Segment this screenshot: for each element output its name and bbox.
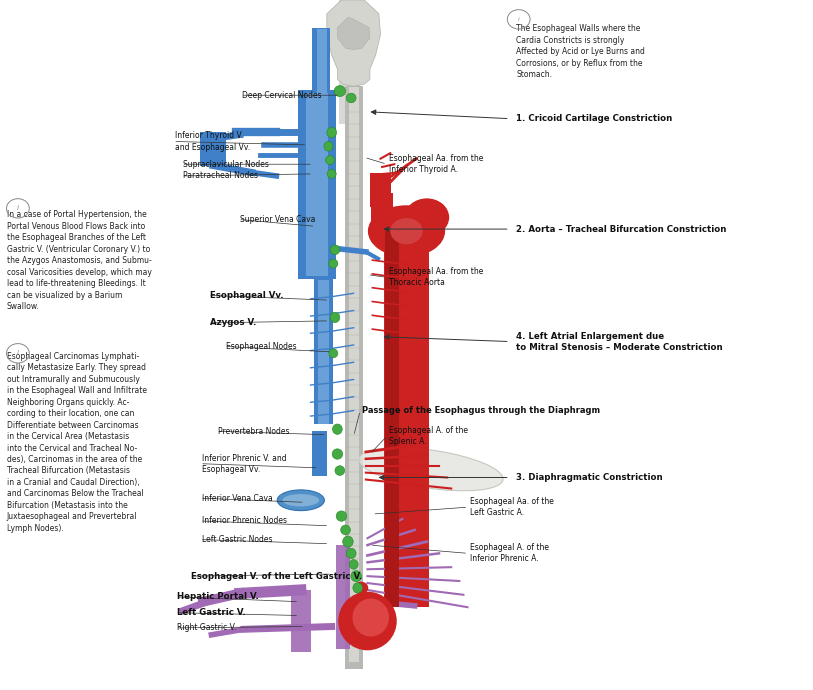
Ellipse shape [333, 424, 342, 435]
Ellipse shape [330, 312, 340, 323]
Ellipse shape [326, 156, 335, 165]
Text: 1. Cricoid Cartilage Constriction: 1. Cricoid Cartilage Constriction [516, 114, 672, 124]
Ellipse shape [327, 170, 336, 179]
Text: Esophageal Carcinomas Lymphati-
cally Metastasize Early. They spread
out Intramu: Esophageal Carcinomas Lymphati- cally Me… [7, 352, 146, 533]
Ellipse shape [327, 128, 337, 137]
Bar [345, 86, 363, 669]
Text: i: i [518, 17, 520, 22]
Ellipse shape [346, 548, 356, 559]
Ellipse shape [359, 448, 503, 491]
Text: 2. Aorta – Tracheal Bifurcation Constriction: 2. Aorta – Tracheal Bifurcation Constric… [516, 224, 727, 234]
Text: Left Gastric Nodes: Left Gastric Nodes [202, 535, 272, 544]
Text: Hepatic Portal V.: Hepatic Portal V. [177, 592, 259, 602]
Text: 3. Diaphragmatic Constriction: 3. Diaphragmatic Constriction [516, 473, 663, 482]
Text: Esophageal Aa. of the
Left Gastric A.: Esophageal Aa. of the Left Gastric A. [470, 497, 554, 518]
Text: Paratracheal Nodes: Paratracheal Nodes [183, 171, 258, 181]
Text: Right Gastric V.: Right Gastric V. [177, 623, 237, 633]
Ellipse shape [330, 245, 340, 255]
Bar [385, 231, 399, 607]
Ellipse shape [334, 86, 346, 97]
Bar [370, 172, 391, 207]
Bar [317, 29, 327, 99]
Ellipse shape [283, 494, 319, 506]
Ellipse shape [354, 582, 368, 594]
Ellipse shape [346, 93, 356, 103]
Text: The Esophageal Walls where the
Cardia Constricts is strongly
Affected by Acid or: The Esophageal Walls where the Cardia Co… [516, 24, 646, 79]
Bar [298, 90, 336, 279]
Bar [314, 279, 333, 424]
Text: Esophageal A. of the
Splenic A.: Esophageal A. of the Splenic A. [389, 426, 467, 446]
Bar [336, 545, 350, 649]
Bar [339, 0, 360, 124]
Ellipse shape [353, 582, 363, 593]
Ellipse shape [324, 141, 333, 151]
Bar [349, 87, 359, 662]
Bar [312, 28, 330, 100]
Text: Inferior Phrenic V. and
Esophageal Vv.: Inferior Phrenic V. and Esophageal Vv. [202, 453, 286, 474]
Polygon shape [327, 0, 380, 86]
Ellipse shape [367, 206, 446, 257]
Ellipse shape [328, 349, 338, 358]
Text: Inferior Vena Cava: Inferior Vena Cava [202, 493, 272, 503]
Text: Left Gastric V.: Left Gastric V. [177, 608, 246, 618]
Text: Esophageal A. of the
Inferior Phrenic A.: Esophageal A. of the Inferior Phrenic A. [470, 543, 549, 564]
Ellipse shape [350, 560, 358, 569]
Ellipse shape [328, 259, 338, 268]
Bar [318, 269, 326, 281]
Polygon shape [337, 17, 370, 50]
Text: Inferior Phrenic Nodes: Inferior Phrenic Nodes [202, 516, 287, 526]
Text: Inferior Thyroid V.
and Esophageal Vv.: Inferior Thyroid V. and Esophageal Vv. [175, 131, 250, 152]
Ellipse shape [405, 199, 450, 236]
Ellipse shape [351, 571, 361, 582]
Text: Esophageal Nodes: Esophageal Nodes [226, 342, 297, 351]
Bar [280, 495, 321, 505]
Ellipse shape [343, 536, 353, 547]
Text: Esophageal Aa. from the
Inferior Thyroid A.: Esophageal Aa. from the Inferior Thyroid… [389, 154, 483, 175]
Ellipse shape [335, 466, 345, 475]
Text: Esophageal Vv.: Esophageal Vv. [210, 290, 284, 300]
Text: 4. Left Atrial Enlargement due
to Mitral Stenosis – Moderate Constriction: 4. Left Atrial Enlargement due to Mitral… [516, 331, 723, 352]
Text: Deep Cervical Nodes: Deep Cervical Nodes [242, 90, 322, 100]
Ellipse shape [333, 448, 343, 460]
Bar [306, 93, 328, 276]
Text: Esophageal V. of the Left Gastric V.: Esophageal V. of the Left Gastric V. [191, 571, 363, 581]
Text: Superior Vena Cava: Superior Vena Cava [240, 215, 315, 224]
Ellipse shape [337, 511, 346, 522]
Bar [200, 132, 226, 166]
Text: i: i [17, 351, 19, 356]
Ellipse shape [353, 599, 389, 636]
Bar [384, 231, 429, 607]
Ellipse shape [390, 218, 423, 244]
Text: Esophageal Aa. from the
Thoracic Aorta: Esophageal Aa. from the Thoracic Aorta [389, 267, 483, 288]
Text: Azygos V.: Azygos V. [210, 318, 256, 328]
Ellipse shape [341, 525, 350, 535]
Text: In a case of Portal Hypertension, the
Portal Venous Blood Flows Back into
the Es: In a case of Portal Hypertension, the Po… [7, 210, 151, 311]
Bar [291, 590, 311, 652]
Text: Prevertebra Nodes: Prevertebra Nodes [218, 426, 289, 436]
Bar [371, 193, 393, 242]
Text: i: i [17, 206, 19, 211]
Ellipse shape [277, 490, 324, 511]
Bar [318, 280, 329, 424]
Text: Passage of the Esophagus through the Diaphragm: Passage of the Esophagus through the Dia… [362, 406, 600, 415]
Ellipse shape [338, 592, 397, 650]
Bar [312, 431, 327, 476]
Text: Supraclavicular Nodes: Supraclavicular Nodes [183, 159, 269, 169]
